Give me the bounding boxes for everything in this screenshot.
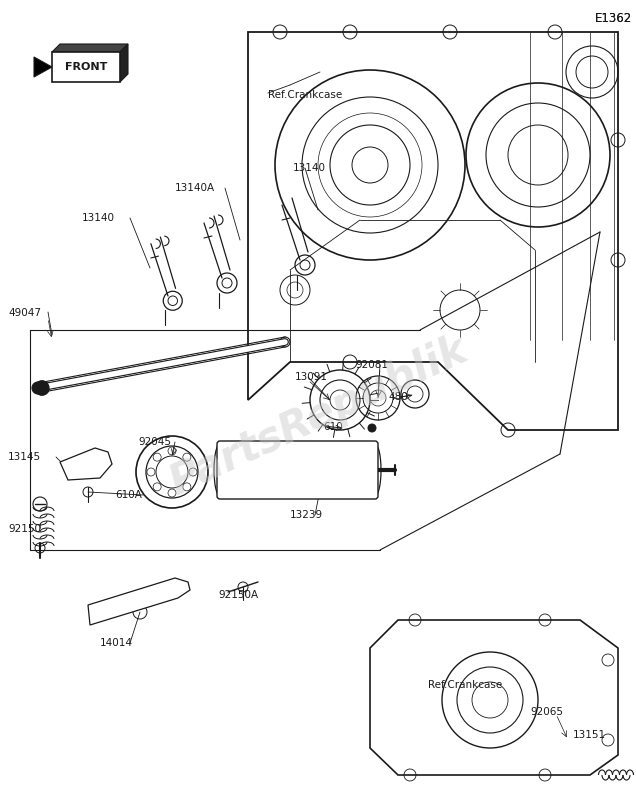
Text: 14014: 14014 <box>100 638 133 648</box>
Polygon shape <box>34 57 52 77</box>
Polygon shape <box>370 620 618 775</box>
Text: 13145: 13145 <box>8 452 41 462</box>
Text: 13140: 13140 <box>293 163 326 173</box>
Text: 13091: 13091 <box>295 372 328 382</box>
Text: PartsRepublik: PartsRepublik <box>162 328 474 504</box>
Circle shape <box>368 424 376 432</box>
Text: 49047: 49047 <box>8 308 41 318</box>
Circle shape <box>32 382 44 394</box>
Text: 610A: 610A <box>115 490 142 500</box>
Text: Ref.Crankcase: Ref.Crankcase <box>428 680 502 690</box>
Text: 480: 480 <box>388 392 408 402</box>
Text: E1362: E1362 <box>595 12 632 25</box>
Polygon shape <box>60 448 112 480</box>
Text: 13239: 13239 <box>290 510 323 520</box>
Polygon shape <box>248 32 618 430</box>
Text: 92081: 92081 <box>355 360 388 370</box>
Polygon shape <box>88 578 190 625</box>
Text: 92065: 92065 <box>530 707 563 717</box>
Text: 92150A: 92150A <box>218 590 258 600</box>
Polygon shape <box>52 52 120 82</box>
Text: Ref.Crankcase: Ref.Crankcase <box>268 90 342 100</box>
Text: 13151: 13151 <box>573 730 606 740</box>
Text: 13140: 13140 <box>82 213 115 223</box>
Text: 610: 610 <box>323 422 343 432</box>
Text: FRONT: FRONT <box>65 62 107 72</box>
Circle shape <box>35 381 49 395</box>
Polygon shape <box>52 44 128 52</box>
Polygon shape <box>120 44 128 82</box>
Text: E1362: E1362 <box>595 12 632 25</box>
FancyBboxPatch shape <box>217 441 378 499</box>
Text: 13140A: 13140A <box>175 183 215 193</box>
Text: 92150: 92150 <box>8 524 41 534</box>
Text: 92045: 92045 <box>138 437 171 447</box>
